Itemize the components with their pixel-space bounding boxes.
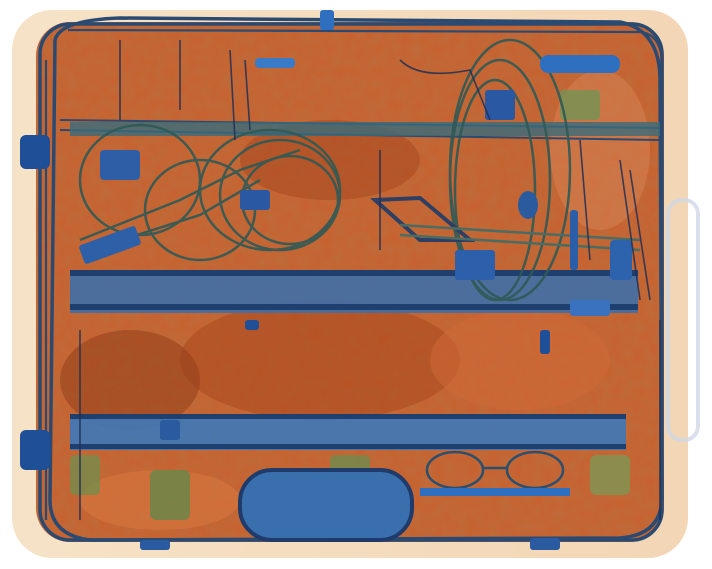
pouch-object [238,468,414,542]
glasses-object [420,450,570,496]
wire-details [79,40,661,520]
metal-components [20,10,632,550]
cable-coil-right [369,38,641,302]
